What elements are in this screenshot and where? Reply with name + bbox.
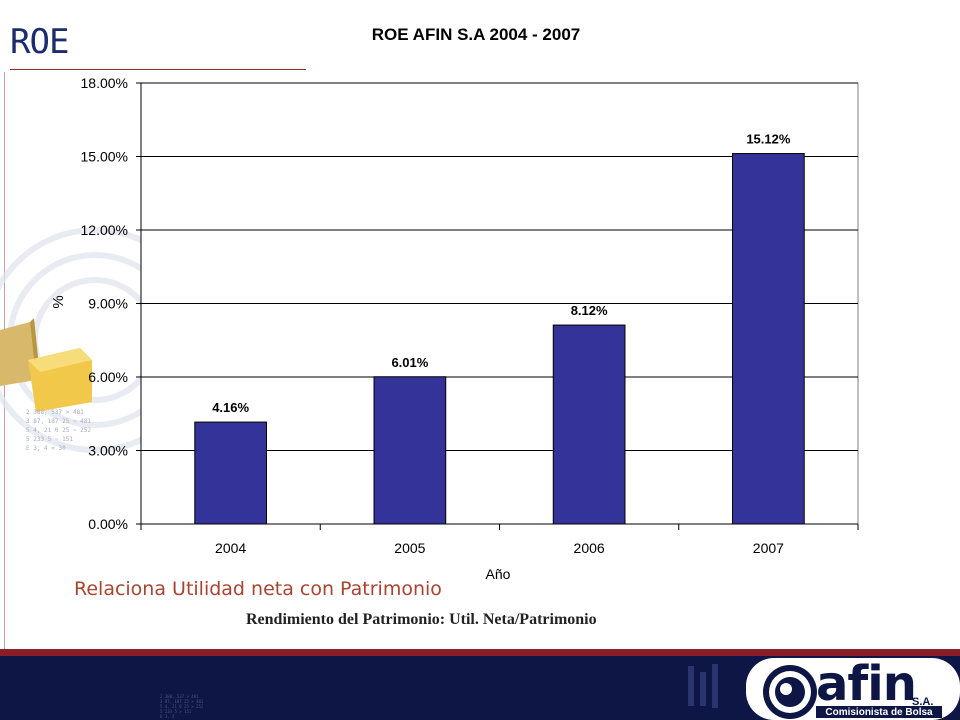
y-tick-label: 12.00% [81, 222, 128, 238]
chart-title: ROE AFIN S.A 2004 - 2007 [372, 25, 581, 44]
svg-text:E 3, 4 < 30: E 3, 4 < 30 [26, 445, 66, 452]
footer-band: 2 388, 537 > 481 3 87, 187 25 > 481 5 4, 2… [0, 656, 960, 720]
bar-2006 [552, 324, 626, 525]
x-tick-label: 2004 [215, 540, 246, 556]
data-label-2004: 4.16% [212, 400, 249, 415]
y-axis-label: % [50, 295, 67, 308]
svg-text:5 4, 21 0 25 ~ 252: 5 4, 21 0 25 ~ 252 [26, 427, 91, 434]
y-tick-label: 9.00% [88, 296, 128, 312]
svg-text:5 233 5 ~ 151: 5 233 5 ~ 151 [26, 436, 73, 443]
slide-title: ROE [10, 22, 69, 62]
y-tick-label: 18.00% [81, 75, 128, 91]
x-tick-label: 2006 [574, 540, 605, 556]
x-tick-label: 2005 [394, 540, 425, 556]
svg-text:2 388, 537 > 481: 2 388, 537 > 481 [26, 409, 84, 416]
afin-logo: afin S.A. Comisionista de Bolsa [688, 656, 960, 720]
y-tick-label: 15.00% [81, 149, 128, 165]
data-label-2005: 6.01% [391, 355, 428, 370]
y-tick-label: 0.00% [88, 516, 128, 532]
data-label-2006: 8.12% [571, 303, 608, 318]
caption-relation: Relaciona Utilidad neta con Patrimonio [74, 578, 442, 600]
x-axis-label: Año [486, 566, 511, 582]
x-tick-label: 2007 [753, 540, 784, 556]
roe-bar-chart: ROE AFIN S.A 2004 - 2007 4.16% 6.01% 8.12%… [50, 25, 859, 582]
bar-2004 [194, 421, 267, 525]
title-divider [10, 69, 306, 70]
logo-brand-text: afin [816, 656, 916, 712]
bar-2007 [732, 153, 805, 525]
bar-2005 [373, 376, 447, 525]
footer-accent-bar [0, 649, 960, 656]
data-label-2007: 15.12% [746, 132, 791, 147]
svg-text:3 87, 187 25 ~ 481: 3 87, 187 25 ~ 481 [26, 418, 91, 425]
footer-decorative-digits: 2 388, 537 > 481 3 87, 187 25 > 481 5 4, 2… [160, 694, 204, 719]
logo-tagline-text: Comisionista de Bolsa [825, 707, 933, 718]
logo-suffix-text: S.A. [912, 696, 933, 708]
caption-formula: Rendimiento del Patrimonio: Util. Neta/P… [246, 611, 597, 628]
decorative-cubes-art: 2 388, 537 > 481 3 87, 187 25 ~ 481 5 4,… [0, 227, 150, 453]
y-tick-label: 3.00% [88, 443, 128, 459]
y-tick-label: 6.00% [88, 369, 128, 385]
